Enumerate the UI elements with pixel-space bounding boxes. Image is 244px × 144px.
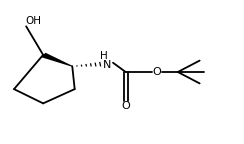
- Text: OH: OH: [25, 16, 41, 26]
- Text: H: H: [100, 51, 108, 61]
- Text: N: N: [103, 60, 112, 70]
- Polygon shape: [41, 53, 73, 67]
- Text: O: O: [121, 101, 130, 111]
- Text: O: O: [153, 67, 162, 77]
